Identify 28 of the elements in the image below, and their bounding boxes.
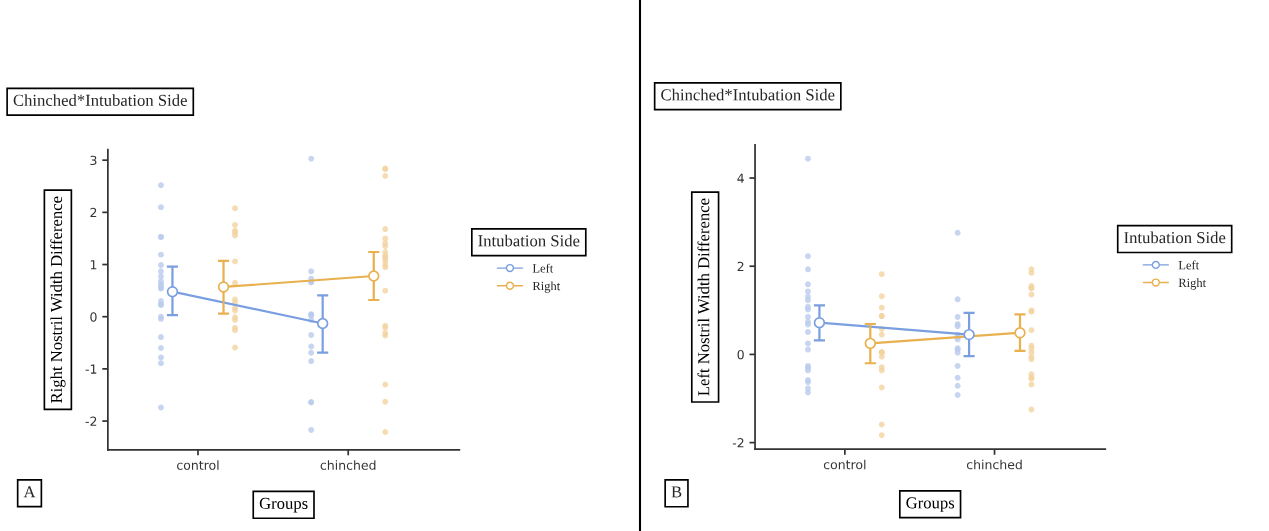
legend-label: Right bbox=[532, 281, 561, 293]
x-tick-label: chinched bbox=[966, 459, 1022, 470]
y-tick-label: 2 bbox=[737, 261, 744, 271]
x-axis-title: Groups bbox=[259, 497, 308, 513]
legend-title: Intubation Side bbox=[1124, 231, 1226, 244]
y-tick-label: 1 bbox=[90, 260, 97, 270]
y-tick-label: 4 bbox=[737, 173, 744, 183]
text: B bbox=[671, 486, 682, 498]
y-tick-label: 0 bbox=[737, 349, 744, 360]
chart-title: Chinched*Intubation Side bbox=[13, 94, 187, 106]
x-tick-label: chinched bbox=[320, 460, 376, 470]
y-tick-label: 3 bbox=[90, 155, 97, 166]
y-tick-label: -2 bbox=[85, 416, 97, 426]
y-axis-title: Left Nostril Width Difference bbox=[697, 198, 710, 396]
text: A bbox=[23, 486, 36, 498]
x-tick-label: control bbox=[177, 460, 219, 470]
x-tick-label: control bbox=[823, 459, 866, 470]
y-tick-label: 0 bbox=[90, 312, 97, 322]
legend-label: Left bbox=[1178, 260, 1200, 270]
legend-label: Left bbox=[532, 263, 554, 273]
legend-title: Intubation Side bbox=[478, 234, 580, 247]
y-axis-title: Right Nostril Width Difference bbox=[50, 196, 66, 404]
chart-title: Chinched*Intubation Side bbox=[661, 88, 835, 101]
x-axis-title: Groups bbox=[906, 497, 955, 512]
y-tick-label: -2 bbox=[732, 438, 744, 448]
y-tick-label: -1 bbox=[85, 364, 97, 374]
y-tick-label: 2 bbox=[90, 207, 97, 218]
legend-label: Right bbox=[1178, 278, 1207, 290]
